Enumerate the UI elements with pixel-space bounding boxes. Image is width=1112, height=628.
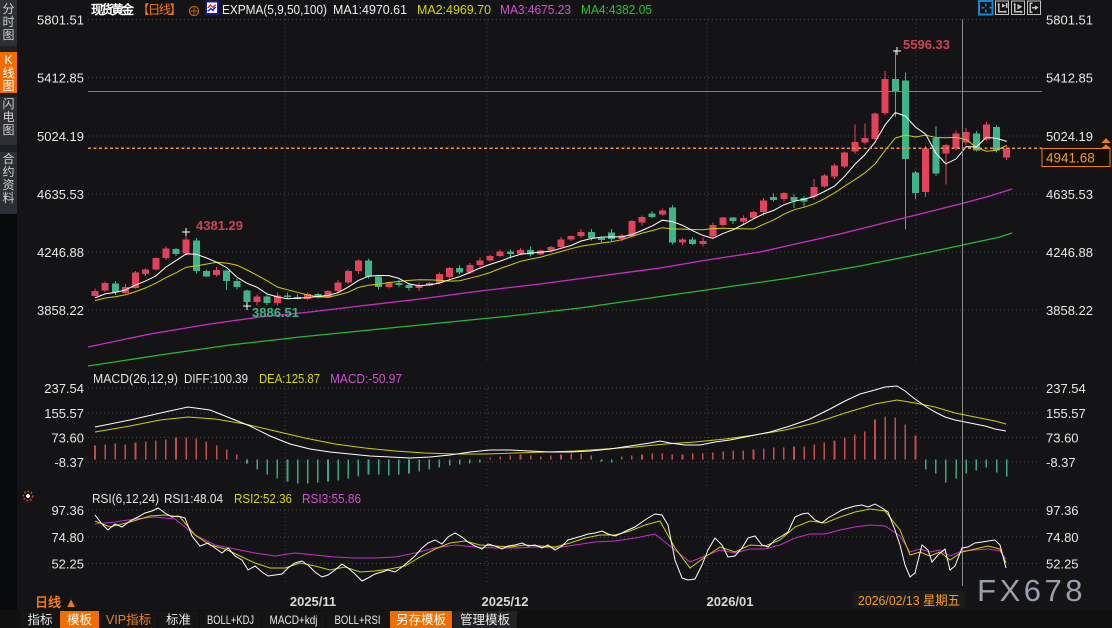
svg-text:5024.19: 5024.19 (1046, 129, 1093, 144)
svg-text:另存模板: 另存模板 (396, 613, 447, 627)
svg-text:3858.22: 3858.22 (1046, 303, 1093, 318)
svg-text:MA4:4382.05: MA4:4382.05 (581, 2, 652, 17)
svg-text:约: 约 (2, 164, 14, 179)
svg-text:BOLL+RSI: BOLL+RSI (335, 613, 381, 627)
svg-text:现货黄金: 现货黄金 (91, 2, 134, 17)
svg-text:日线 ▲: 日线 ▲ (35, 595, 77, 610)
svg-text:237.54: 237.54 (1046, 381, 1086, 396)
svg-text:73.60: 73.60 (51, 431, 84, 446)
svg-text:5801.51: 5801.51 (1046, 13, 1093, 28)
svg-text:97.36: 97.36 (51, 503, 84, 518)
svg-text:MA2:4969.70: MA2:4969.70 (417, 2, 491, 17)
svg-text:合: 合 (2, 151, 14, 166)
svg-text:2025/11: 2025/11 (290, 594, 336, 609)
svg-text:155.57: 155.57 (1046, 406, 1086, 421)
svg-text:3886.51: 3886.51 (252, 305, 299, 320)
svg-text:DEA:125.87: DEA:125.87 (259, 371, 320, 386)
svg-text:时: 时 (2, 15, 14, 29)
svg-text:指标: 指标 (27, 612, 52, 627)
svg-text:料: 料 (2, 191, 14, 205)
svg-text:74.80: 74.80 (1046, 530, 1079, 545)
svg-text:52.25: 52.25 (1046, 557, 1079, 572)
svg-text:MA1:4970.61: MA1:4970.61 (333, 2, 407, 17)
svg-text:RSI1:48.04: RSI1:48.04 (164, 491, 223, 506)
svg-text:4635.53: 4635.53 (37, 187, 84, 202)
svg-text:图: 图 (2, 79, 14, 93)
svg-text:EXPMA(5,9,50,100): EXPMA(5,9,50,100) (222, 2, 327, 17)
svg-text:74.80: 74.80 (51, 530, 84, 545)
svg-text:FX678: FX678 (977, 573, 1086, 608)
svg-text:-8.37: -8.37 (1046, 455, 1076, 470)
svg-text:4635.53: 4635.53 (1046, 187, 1093, 202)
svg-text:【日线】: 【日线】 (137, 3, 182, 17)
svg-text:RSI2:52.36: RSI2:52.36 (234, 491, 292, 506)
svg-text:155.57: 155.57 (44, 406, 84, 421)
svg-text:管理模板: 管理模板 (460, 612, 511, 627)
svg-text:52.25: 52.25 (51, 557, 84, 572)
svg-text:5412.85: 5412.85 (1046, 71, 1093, 86)
svg-text:4381.29: 4381.29 (196, 218, 243, 233)
svg-text:RSI(6,12,24): RSI(6,12,24) (92, 491, 159, 506)
svg-text:97.36: 97.36 (1046, 503, 1079, 518)
svg-text:闪: 闪 (2, 97, 14, 111)
svg-text:MACD:-50.97: MACD:-50.97 (330, 371, 402, 386)
svg-text:MACD+kdj: MACD+kdj (270, 613, 318, 627)
svg-text:73.60: 73.60 (1046, 431, 1079, 446)
svg-text:MACD(26,12,9): MACD(26,12,9) (93, 371, 178, 386)
svg-text:VIP指标: VIP指标 (106, 612, 151, 627)
svg-text:电: 电 (2, 110, 14, 124)
svg-text:2025/12: 2025/12 (482, 594, 529, 609)
svg-text:237.54: 237.54 (44, 381, 84, 396)
svg-text:4246.88: 4246.88 (37, 245, 84, 260)
svg-text:DIFF:100.39: DIFF:100.39 (184, 371, 248, 386)
svg-text:BOLL+KDJ: BOLL+KDJ (207, 613, 254, 627)
svg-text:MA3:4675.23: MA3:4675.23 (500, 2, 571, 17)
svg-text:5596.33: 5596.33 (903, 37, 950, 52)
svg-text:标准: 标准 (166, 613, 191, 627)
svg-text:图: 图 (2, 28, 14, 42)
svg-text:5801.51: 5801.51 (37, 13, 84, 28)
svg-text:资: 资 (2, 178, 14, 192)
svg-text:4246.88: 4246.88 (1046, 245, 1093, 260)
svg-text:4941.68: 4941.68 (1046, 151, 1095, 166)
svg-text:分: 分 (2, 2, 14, 16)
svg-text:2026/01: 2026/01 (707, 594, 754, 609)
svg-text:RSI3:55.86: RSI3:55.86 (302, 491, 361, 506)
svg-text:模板: 模板 (67, 613, 93, 627)
svg-text:-8.37: -8.37 (54, 455, 84, 470)
svg-text:图: 图 (2, 123, 14, 137)
svg-text:K: K (4, 53, 12, 67)
svg-text:2026/02/13 星期五: 2026/02/13 星期五 (858, 593, 960, 608)
svg-text:5412.85: 5412.85 (37, 71, 84, 86)
svg-text:3858.22: 3858.22 (37, 303, 84, 318)
svg-text:5024.19: 5024.19 (37, 129, 84, 144)
svg-text:线: 线 (2, 66, 14, 80)
